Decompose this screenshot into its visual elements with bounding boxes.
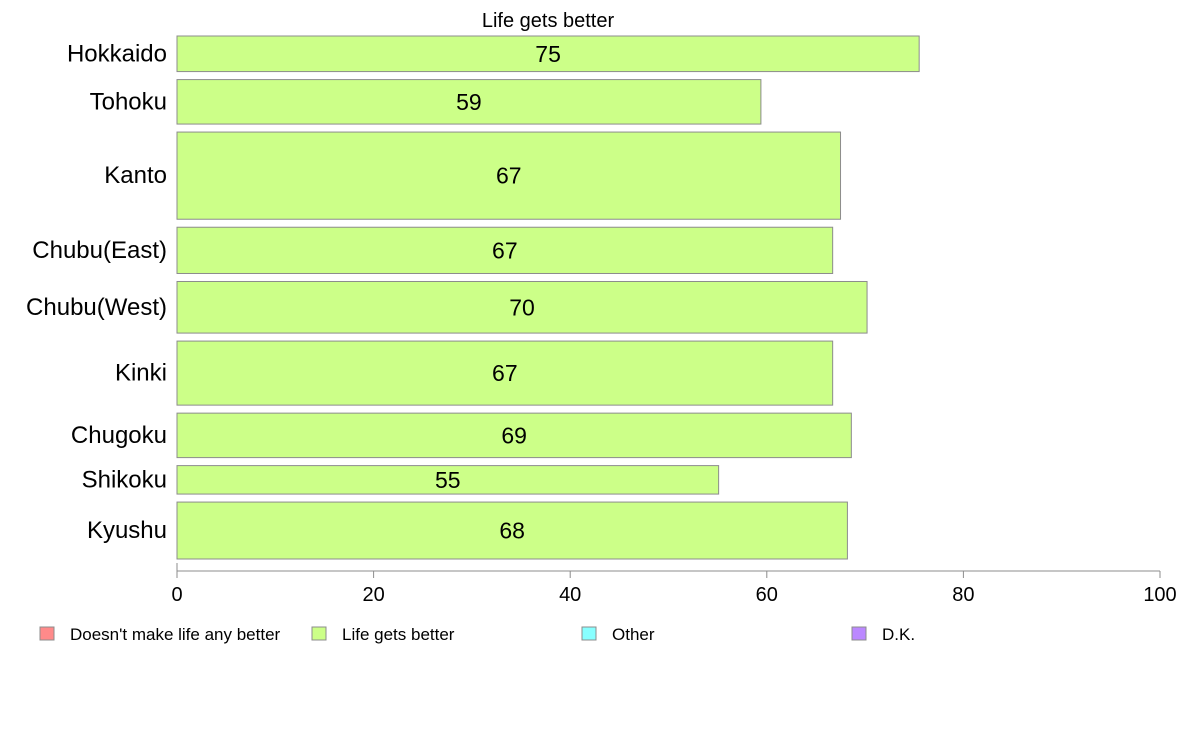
- bar-value-label: 70: [509, 294, 535, 320]
- x-tick-label: 100: [1143, 584, 1176, 606]
- category-label: Chubu(West): [26, 294, 167, 321]
- category-label: Shikoku: [82, 466, 167, 493]
- bar-value-label: 59: [456, 89, 482, 115]
- bar-value-label: 68: [499, 518, 525, 544]
- legend-label: Life gets better: [342, 625, 455, 644]
- legend-swatch: [851, 626, 867, 641]
- category-label: Kyushu: [87, 517, 167, 544]
- x-tick-label: 60: [756, 584, 778, 606]
- legend-label: Doesn't make life any better: [70, 625, 281, 644]
- x-tick-label: 80: [952, 584, 974, 606]
- bar-value-label: 67: [496, 163, 522, 189]
- chart-title: Life gets better: [482, 10, 615, 32]
- x-axis: 0 20 40 60 80 100: [171, 563, 1177, 606]
- bar-group: 75 Hokkaido 59 Tohoku 67 Kanto 67 Chubu(East) 70…: [26, 35, 920, 560]
- bar-kyushu: [176, 501, 848, 560]
- bar-value-label: 75: [535, 41, 561, 67]
- category-label: Kanto: [104, 162, 167, 189]
- bar-value-label: 55: [435, 467, 461, 493]
- legend-swatch: [311, 626, 327, 641]
- category-label: Tohoku: [90, 88, 167, 115]
- bar-shikoku: [176, 465, 720, 495]
- bar-value-label: 67: [492, 360, 518, 386]
- legend-label: D.K.: [882, 625, 915, 644]
- bar-chubu-east: [176, 226, 834, 274]
- bar-kinki: [176, 340, 834, 406]
- bar-hokkaido: [176, 35, 920, 73]
- legend-label: Other: [612, 625, 655, 644]
- x-tick-label: 20: [362, 584, 384, 606]
- bar-chugoku: [176, 412, 852, 459]
- bar-kanto: [176, 131, 842, 220]
- legend-swatch: [39, 626, 55, 641]
- x-tick-label: 40: [559, 584, 581, 606]
- category-label: Chugoku: [71, 422, 167, 449]
- legend-swatch: [581, 626, 597, 641]
- category-label: Chubu(East): [32, 237, 167, 264]
- bar-tohoku: [176, 79, 762, 125]
- x-tick-label: 0: [171, 584, 182, 606]
- category-label: Kinki: [115, 360, 167, 387]
- category-label: Hokkaido: [67, 40, 167, 67]
- bar-chubu-west: [176, 280, 868, 334]
- legend: Doesn't make life any better Life gets be…: [39, 625, 915, 644]
- bar-value-label: 69: [501, 422, 527, 448]
- bar-value-label: 67: [492, 237, 518, 263]
